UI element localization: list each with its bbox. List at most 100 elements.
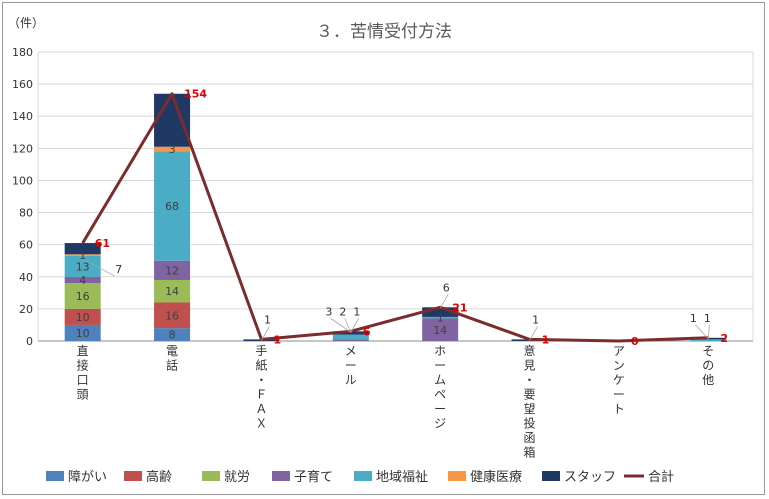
callout-label: 3	[325, 305, 332, 318]
callout-label: 2	[339, 305, 346, 318]
callout-leader	[529, 326, 538, 341]
x-category-label: ホームページ	[434, 344, 446, 431]
legend-label: 障がい	[68, 470, 107, 485]
legend-label: 就労	[224, 470, 250, 485]
callout-leader	[707, 324, 710, 339]
y-tick-label: 80	[19, 207, 33, 220]
bar-segment	[64, 276, 101, 284]
y-axis-unit-label: （件）	[8, 16, 44, 30]
x-category-label: 電話	[166, 344, 178, 373]
legend-swatch	[46, 471, 64, 481]
bar-value-label: 16	[76, 290, 90, 303]
y-tick-label: 140	[12, 110, 33, 123]
bar-segment	[64, 283, 101, 309]
callout-leader	[350, 318, 360, 333]
bar-segment	[64, 324, 101, 341]
bars	[64, 93, 727, 341]
bar-value-label: 8	[169, 329, 176, 342]
total-polyline	[81, 92, 709, 343]
total-value-label: 21	[452, 301, 467, 314]
total-value-label: 61	[95, 237, 110, 250]
chart-title: ３．苦情受付方法	[316, 22, 452, 42]
callout-leader	[695, 324, 709, 340]
bar-value-label: 4	[79, 274, 86, 287]
bar-segment	[422, 316, 459, 319]
bar-value-label: 13	[76, 260, 90, 273]
bar-segment	[154, 260, 191, 280]
bar-segment	[332, 334, 369, 340]
y-tick-label: 40	[19, 271, 33, 284]
bar-value-label: 14	[433, 324, 447, 337]
bar-segment	[422, 318, 459, 341]
callout-label: 1	[353, 305, 360, 318]
callout-label: 6	[443, 281, 450, 294]
bar-segment	[332, 339, 369, 341]
bar-value-label: 12	[165, 264, 179, 277]
bar-segment	[64, 308, 101, 325]
total-value-label: 0	[631, 335, 639, 348]
y-axis-ticks: 0 20 40 60 80 100 120 140 160 180	[12, 46, 33, 348]
callout-label: 1	[704, 312, 711, 325]
legend-label: 合計	[648, 469, 674, 485]
callout-leader	[82, 258, 115, 277]
bar-value-label: 1	[79, 249, 86, 262]
x-category-label: アンケート	[613, 344, 625, 416]
legend-label: スタッフ	[564, 470, 616, 485]
callout-leader	[344, 318, 352, 333]
bar-segment	[64, 254, 101, 256]
legend-swatch	[448, 471, 466, 481]
legend: 障がい 高齢 就労 子育て 地域福祉 健康医療 スタッフ 合計	[46, 469, 674, 485]
legend-label: 子育て	[294, 469, 333, 485]
y-tick-label: 160	[12, 78, 33, 91]
bar-value-label: 16	[165, 309, 179, 322]
y-tick-label: 0	[26, 335, 33, 348]
x-category-label: メール	[345, 344, 357, 387]
y-tick-label: 20	[19, 303, 33, 316]
total-value-label: 154	[184, 88, 207, 101]
total-line	[81, 92, 709, 343]
legend-swatch	[542, 471, 560, 481]
bar-segment	[154, 151, 191, 261]
total-value-label: 1	[273, 333, 281, 346]
bar-segment	[154, 93, 191, 147]
x-category-label: 意見・要望投函箱	[524, 343, 536, 460]
bar-segment	[154, 328, 191, 341]
y-tick-label: 60	[19, 239, 33, 252]
bar-value-label: 3	[169, 143, 176, 156]
callout-leader	[261, 326, 270, 341]
bar-segment	[64, 243, 101, 255]
legend-swatch	[202, 471, 220, 481]
bar-value-label: 1	[437, 312, 444, 325]
total-value-label: 6	[363, 325, 371, 338]
bar-value-label: 10	[76, 327, 90, 340]
total-value-label: 2	[720, 332, 728, 345]
bar-segment	[64, 255, 101, 277]
legend-label: 高齢	[146, 469, 172, 485]
bar-segment	[332, 331, 369, 335]
callout-label: 1	[532, 313, 539, 326]
callout-label: 1	[690, 312, 697, 325]
legend-label: 地域福祉	[376, 470, 428, 485]
bar-value-label: 14	[165, 285, 179, 298]
legend-label: 健康医療	[470, 469, 522, 485]
x-category-label: 直接口頭	[77, 344, 89, 402]
bar-value-label: 68	[165, 200, 179, 213]
callout-label: 7	[115, 263, 122, 276]
bar-segment	[154, 146, 191, 152]
x-axis-labels: 直接口頭 電話 手紙・ＦＡＸ メール ホームページ 意見・要望投函箱 アンケート その他	[77, 343, 715, 460]
callout-leader	[330, 318, 352, 333]
bar-value-label: 10	[76, 311, 90, 324]
bar-segment	[690, 339, 727, 341]
legend-swatch	[124, 471, 142, 481]
callout-label: 1	[264, 313, 271, 326]
x-category-label: 手紙・ＦＡＸ	[255, 344, 267, 431]
total-value-label: 1	[542, 333, 550, 346]
bar-segment	[154, 302, 191, 329]
grid-lines	[37, 51, 754, 342]
bar-segment	[422, 307, 459, 317]
y-tick-label: 100	[12, 174, 33, 187]
legend-swatch	[354, 471, 372, 481]
y-tick-label: 120	[12, 142, 33, 155]
